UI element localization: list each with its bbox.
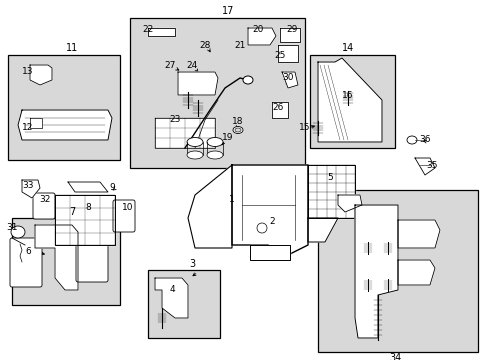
Text: 2: 2 (268, 217, 274, 226)
Text: 17: 17 (222, 6, 234, 16)
Text: 3: 3 (188, 259, 195, 269)
Text: 4: 4 (169, 285, 174, 294)
Ellipse shape (235, 128, 241, 132)
Ellipse shape (243, 76, 252, 84)
Ellipse shape (206, 151, 223, 159)
Polygon shape (247, 28, 275, 45)
Polygon shape (317, 58, 381, 142)
Text: 6: 6 (25, 248, 31, 256)
Text: 36: 36 (418, 135, 430, 144)
Text: 20: 20 (252, 26, 263, 35)
Text: 25: 25 (274, 50, 285, 59)
FancyBboxPatch shape (76, 230, 108, 282)
Text: 5: 5 (326, 174, 332, 183)
Bar (148, 270, 220, 338)
Polygon shape (55, 195, 115, 245)
Text: 28: 28 (199, 40, 210, 49)
Text: 1: 1 (229, 195, 234, 204)
Polygon shape (148, 28, 175, 36)
Text: 14: 14 (341, 43, 353, 53)
Text: 30: 30 (282, 73, 293, 82)
Bar (12, 218, 120, 305)
Polygon shape (280, 28, 299, 42)
FancyBboxPatch shape (33, 193, 55, 219)
Text: 31: 31 (6, 224, 18, 233)
Polygon shape (414, 158, 434, 175)
Text: 15: 15 (299, 123, 310, 132)
Polygon shape (30, 118, 42, 128)
Polygon shape (18, 110, 112, 140)
Ellipse shape (186, 138, 203, 147)
FancyBboxPatch shape (10, 238, 42, 287)
Text: 21: 21 (234, 40, 245, 49)
Ellipse shape (11, 226, 25, 238)
Polygon shape (35, 225, 78, 290)
Text: 9: 9 (109, 184, 115, 193)
Text: 18: 18 (232, 117, 243, 126)
Bar (8, 55, 120, 160)
Text: 19: 19 (222, 134, 233, 143)
Polygon shape (354, 205, 397, 338)
Text: 24: 24 (186, 60, 197, 69)
Text: 12: 12 (22, 123, 34, 132)
Text: 26: 26 (272, 104, 283, 112)
Ellipse shape (186, 151, 203, 159)
Text: 13: 13 (22, 68, 34, 77)
Ellipse shape (406, 136, 416, 144)
Polygon shape (249, 245, 289, 260)
Text: 33: 33 (22, 180, 34, 189)
Polygon shape (187, 165, 231, 248)
Polygon shape (282, 72, 297, 88)
Text: 34: 34 (388, 353, 400, 360)
Polygon shape (178, 72, 218, 95)
Text: 22: 22 (142, 26, 153, 35)
Polygon shape (155, 278, 187, 318)
Bar (309, 55, 394, 148)
Text: 7: 7 (69, 207, 75, 217)
Polygon shape (231, 165, 307, 255)
Polygon shape (68, 182, 108, 192)
Polygon shape (22, 180, 40, 198)
Polygon shape (271, 102, 287, 118)
Bar (130, 18, 305, 168)
Polygon shape (397, 220, 439, 248)
Text: 27: 27 (164, 60, 175, 69)
Text: 32: 32 (39, 195, 51, 204)
Text: 8: 8 (85, 203, 91, 212)
Polygon shape (30, 65, 52, 85)
Bar (317, 190, 477, 352)
Text: 23: 23 (169, 116, 181, 125)
Text: 35: 35 (426, 161, 437, 170)
Polygon shape (278, 45, 297, 62)
Text: 29: 29 (286, 26, 297, 35)
Polygon shape (155, 118, 215, 148)
Ellipse shape (232, 126, 243, 134)
Text: 10: 10 (122, 203, 134, 212)
FancyBboxPatch shape (113, 200, 135, 232)
Text: 11: 11 (66, 43, 78, 53)
Polygon shape (397, 260, 434, 285)
Ellipse shape (206, 138, 223, 147)
Polygon shape (307, 218, 337, 242)
Text: 16: 16 (342, 90, 353, 99)
Polygon shape (307, 165, 354, 218)
Polygon shape (337, 195, 361, 212)
Circle shape (257, 223, 266, 233)
